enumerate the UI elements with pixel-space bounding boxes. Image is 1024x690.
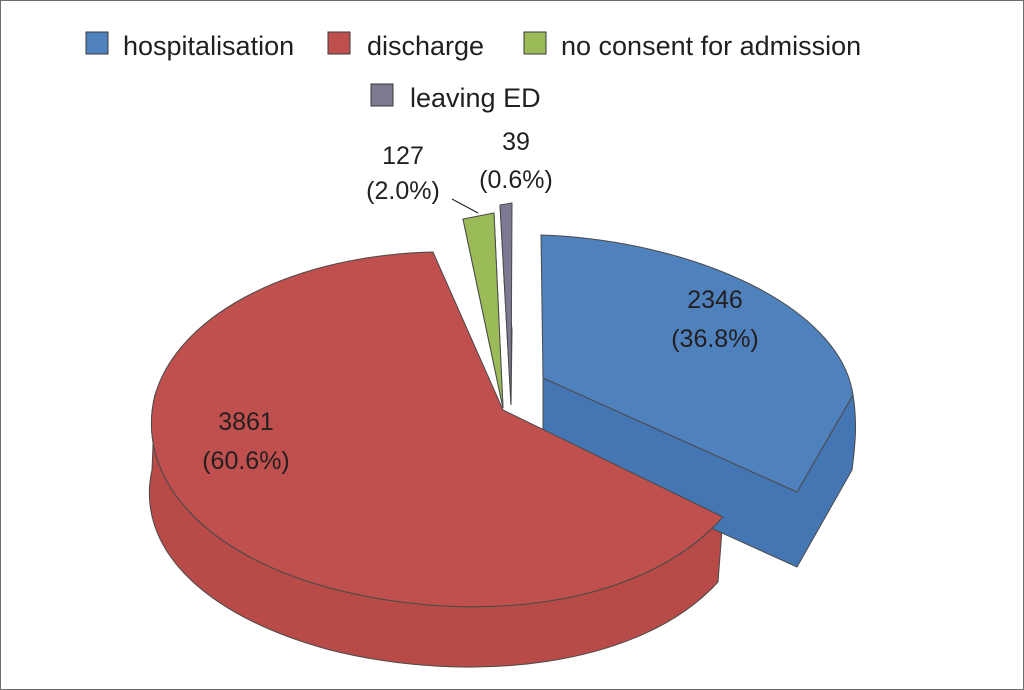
legend-swatch-leaving-ed bbox=[370, 83, 394, 107]
pie-slice-no-consent bbox=[462, 212, 504, 409]
pie-slice-leaving-ed bbox=[499, 202, 513, 406]
legend-label-discharge: discharge bbox=[367, 31, 484, 61]
data-label-leaving-ed: 39 (0.6%) bbox=[479, 128, 553, 194]
legend-label-leaving-ed: leaving ED bbox=[410, 83, 541, 113]
legend-swatch-discharge bbox=[327, 31, 351, 55]
pie-slice-hospitalisation bbox=[540, 234, 854, 493]
value-label-leaving-ed: 39 bbox=[502, 128, 530, 156]
legend-item-no-consent: no consent for admission bbox=[523, 31, 861, 61]
percent-label-hospitalisation: (36.8%) bbox=[671, 325, 759, 353]
legend-item-hospitalisation: hospitalisation bbox=[85, 31, 294, 61]
value-label-discharge: 3861 bbox=[218, 408, 274, 436]
legend-label-no-consent: no consent for admission bbox=[561, 31, 861, 61]
percent-label-discharge: (60.6%) bbox=[202, 447, 290, 475]
legend-label-hospitalisation: hospitalisation bbox=[123, 31, 294, 61]
percent-label-no-consent: (2.0%) bbox=[366, 177, 440, 205]
leader-line-no-consent bbox=[451, 198, 479, 214]
data-label-no-consent: 127 (2.0%) bbox=[366, 142, 440, 205]
legend-item-leaving-ed: leaving ED bbox=[370, 83, 541, 113]
value-label-hospitalisation: 2346 bbox=[687, 286, 743, 314]
legend: hospitalisation discharge no consent for… bbox=[85, 31, 861, 113]
data-label-discharge: 3861 (60.6%) bbox=[202, 408, 290, 475]
legend-swatch-hospitalisation bbox=[85, 31, 109, 55]
value-label-no-consent: 127 bbox=[382, 142, 424, 170]
data-label-hospitalisation: 2346 (36.8%) bbox=[671, 286, 759, 353]
legend-item-discharge: discharge bbox=[327, 31, 484, 61]
legend-swatch-no-consent bbox=[523, 31, 547, 55]
pie-slice-discharge bbox=[150, 251, 724, 608]
percent-label-leaving-ed: (0.6%) bbox=[479, 166, 553, 194]
